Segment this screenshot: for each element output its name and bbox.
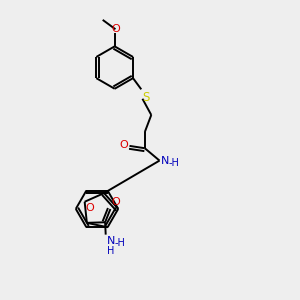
Text: S: S: [142, 91, 150, 103]
Text: O: O: [111, 197, 120, 207]
Text: N: N: [107, 236, 115, 246]
Text: O: O: [119, 140, 128, 150]
Text: H: H: [107, 246, 114, 256]
Text: O: O: [111, 24, 120, 34]
Text: -H: -H: [168, 158, 179, 168]
Text: -H: -H: [115, 238, 125, 248]
Text: O: O: [86, 203, 94, 213]
Text: N: N: [161, 156, 169, 166]
